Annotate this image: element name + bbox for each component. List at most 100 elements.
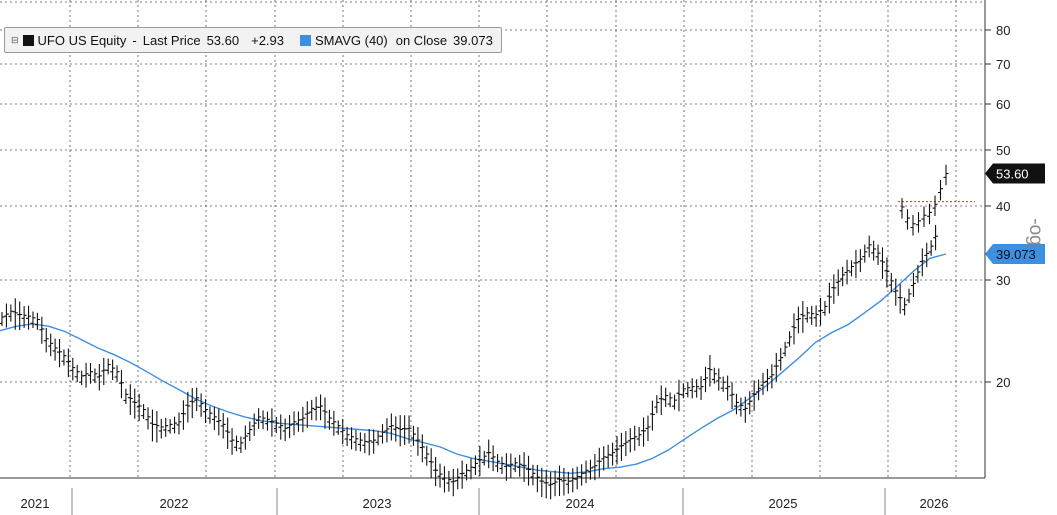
- price-bar: [623, 431, 629, 457]
- sma-series: [0, 253, 947, 475]
- price-bar: [486, 439, 492, 469]
- legend-price-change: +2.93: [251, 32, 285, 48]
- price-bar: [477, 446, 483, 476]
- price-bar: [220, 413, 226, 439]
- price-bar: [380, 424, 386, 444]
- price-bar: [287, 415, 293, 439]
- price-bar: [247, 421, 253, 442]
- price-bar: [508, 453, 514, 478]
- price-bar: [242, 425, 248, 450]
- price-bar: [747, 391, 753, 415]
- price-bar: [703, 366, 708, 393]
- price-bar: [313, 396, 319, 421]
- price-bar: [21, 305, 27, 328]
- price-bar: [849, 260, 855, 277]
- last-value-markers: 53.60 39.073: [985, 163, 1045, 264]
- price-bar: [835, 269, 841, 296]
- price-bar: [632, 425, 638, 451]
- price-bar: [605, 444, 611, 468]
- price-bar: [65, 348, 71, 378]
- price-bar: [0, 311, 5, 327]
- price-bar: [211, 406, 217, 430]
- price-bar: [459, 460, 465, 489]
- price-bar: [74, 364, 80, 383]
- price-bar: [12, 298, 18, 330]
- price-bar: [800, 300, 806, 333]
- y-tick-label-20: 20: [996, 375, 1010, 390]
- price-bar: [419, 434, 425, 463]
- price-bar: [893, 278, 899, 306]
- price-bar: [295, 411, 301, 432]
- price-bar: [185, 391, 191, 423]
- legend-sma-suffix: on Close: [395, 32, 448, 48]
- y-tick-label-50: 50: [996, 143, 1010, 158]
- price-bar: [561, 467, 567, 496]
- price-bar: [269, 408, 275, 437]
- legend-separator: -: [132, 32, 137, 48]
- price-bar: [48, 333, 54, 357]
- price-bar: [229, 428, 235, 455]
- price-bar: [685, 381, 691, 398]
- price-bar: [92, 368, 98, 384]
- price-bar: [415, 427, 421, 456]
- price-bar: [234, 435, 239, 452]
- price-bar: [198, 393, 204, 417]
- price-bar: [3, 303, 9, 328]
- price-bar: [933, 224, 939, 251]
- price-bar: [916, 212, 921, 233]
- price-bar: [910, 272, 916, 297]
- price-bar: [256, 408, 262, 429]
- price-bar: [698, 376, 704, 401]
- y-tick-label-40: 40: [996, 199, 1010, 214]
- price-bar: [189, 387, 195, 419]
- price-bar: [437, 463, 443, 488]
- price-bar: [17, 301, 23, 331]
- price-bar: [742, 396, 748, 423]
- price-bar: [349, 427, 355, 450]
- price-bar: [149, 409, 155, 442]
- price-bar: [773, 352, 779, 382]
- price-bar: [172, 416, 178, 434]
- chart-legend[interactable]: ⊟ UFO US Equity - Last Price 53.60 +2.93…: [4, 27, 502, 53]
- price-bar: [39, 316, 45, 344]
- year-label-2022: 2022: [160, 496, 189, 511]
- price-bar: [924, 242, 930, 268]
- price-bar: [711, 367, 717, 384]
- y-tick-label-30: 30: [996, 273, 1010, 288]
- price-bar: [899, 198, 905, 219]
- price-bar: [291, 411, 297, 436]
- price-bar: [154, 411, 160, 443]
- price-bar: [322, 397, 328, 429]
- price-bar: [787, 331, 793, 347]
- price-bar: [601, 446, 607, 471]
- price-bar: [667, 392, 673, 408]
- price-bar: [645, 415, 651, 442]
- price-bar: [194, 387, 200, 412]
- price-bar: [8, 304, 14, 322]
- price-bar: [180, 400, 186, 430]
- price-bar: [862, 244, 868, 263]
- legend-price-value: 53.60: [206, 32, 240, 48]
- price-bar: [110, 359, 116, 381]
- price-bar: [34, 312, 40, 330]
- price-bar: [751, 380, 757, 411]
- price-bar: [503, 453, 509, 481]
- price-bar: [521, 452, 527, 482]
- price-bar: [30, 311, 36, 328]
- price-bar: [326, 409, 332, 430]
- collapse-icon[interactable]: ⊟: [11, 34, 19, 45]
- price-bar: [132, 388, 138, 419]
- price-bar: [556, 465, 562, 496]
- price-bar: [428, 448, 434, 479]
- year-label-2024: 2024: [566, 496, 595, 511]
- price-bar: [902, 297, 908, 316]
- price-bar: [118, 370, 124, 399]
- price-bar: [543, 469, 549, 499]
- price-bar: [756, 379, 762, 401]
- price-bar: [729, 382, 735, 410]
- price-bar: [472, 455, 478, 475]
- price-bar: [79, 370, 85, 386]
- price-bar: [676, 379, 682, 412]
- price-bar: [278, 414, 284, 440]
